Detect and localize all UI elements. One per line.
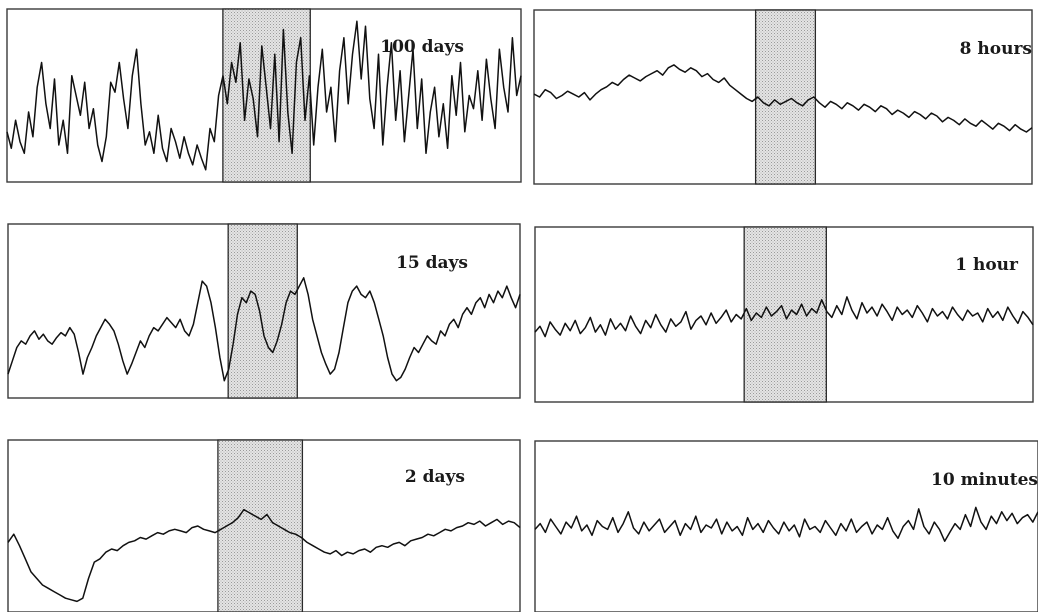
shaded-window xyxy=(754,9,817,185)
series-line xyxy=(533,64,1033,133)
panel-label: 15 days xyxy=(396,253,468,273)
shaded-window xyxy=(222,8,311,183)
chart-panel-6: 10 minutes xyxy=(534,440,1038,612)
chart-panel-3: 15 days xyxy=(7,223,521,399)
chart-panel-2: 8 hours xyxy=(533,9,1033,185)
series-line xyxy=(7,508,521,603)
panel-label: 2 days xyxy=(405,467,465,487)
chart-panel-1: 100 days xyxy=(6,8,522,183)
panel-label: 8 hours xyxy=(960,39,1032,59)
panel-frame xyxy=(534,440,1038,612)
series-line xyxy=(534,296,1034,338)
panel-label: 10 minutes xyxy=(931,470,1038,490)
chart-panel-4: 1 hour xyxy=(534,226,1034,403)
panel-label: 100 days xyxy=(380,37,464,57)
series-line xyxy=(6,20,522,171)
shaded-window xyxy=(227,223,298,399)
panel-label: 1 hour xyxy=(955,255,1019,275)
shaded-window xyxy=(217,439,304,612)
series-line xyxy=(7,277,521,382)
series-line xyxy=(534,506,1038,542)
chart-panel-5: 2 days xyxy=(7,439,521,612)
